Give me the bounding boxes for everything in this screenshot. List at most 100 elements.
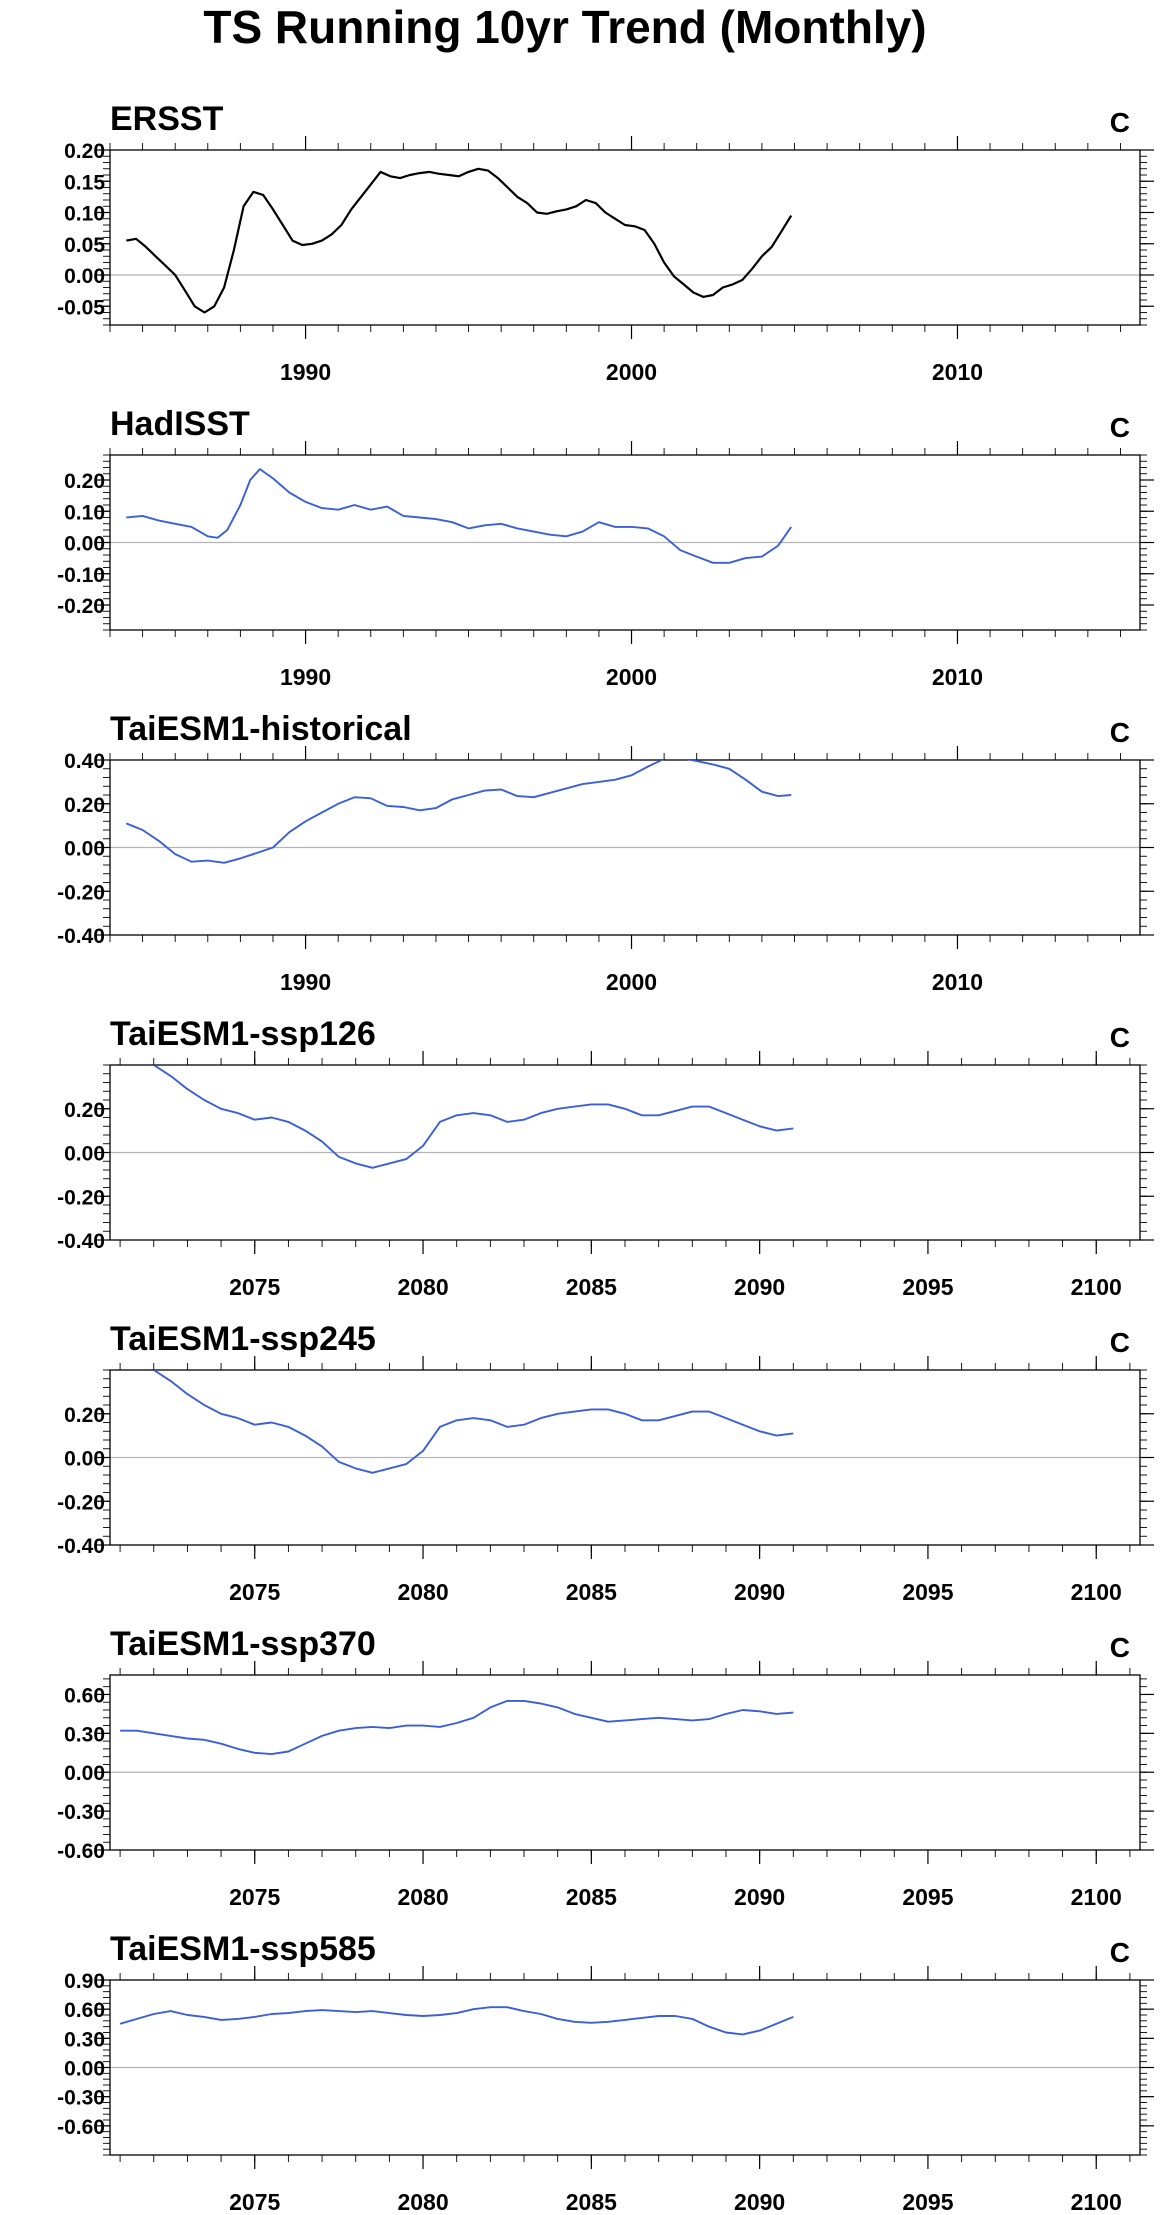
series-line <box>126 468 792 564</box>
y-tick-label: 0.00 <box>64 838 105 861</box>
panel-4: TaiESM1-ssp245 C -0.40 -0.20 0.00 0.20 2075 208… <box>57 1320 1154 1605</box>
y-tick-label: 0.60 <box>64 1999 105 2022</box>
y-tick-label: -0.60 <box>57 2116 105 2139</box>
x-tick-label: 2080 <box>397 2189 448 2215</box>
x-tick-label: 1990 <box>280 359 331 385</box>
x-tick-label: 2080 <box>397 1579 448 1605</box>
y-tick-label: -0.20 <box>57 1186 105 1209</box>
y-tick-label: -0.05 <box>57 296 105 319</box>
series-line <box>153 1065 794 1169</box>
y-tick-label: 0.00 <box>64 1448 105 1471</box>
y-tick-label: -0.30 <box>57 2087 105 2110</box>
panel-title: TaiESM1-ssp245 <box>110 1320 376 1358</box>
x-tick-label: 2100 <box>1071 1579 1122 1605</box>
y-tick-label: 0.15 <box>64 171 105 194</box>
x-tick-label: 2100 <box>1071 1884 1122 1910</box>
x-tick-label: 2010 <box>932 664 983 690</box>
series-line <box>120 1699 794 1756</box>
x-tick-label: 2075 <box>229 1274 280 1300</box>
y-tick-label: -0.40 <box>57 925 105 948</box>
panel-title: TaiESM1-ssp126 <box>110 1015 376 1053</box>
y-tick-label: 0.20 <box>64 1099 105 1122</box>
plot-frame <box>109 1674 1141 1851</box>
figure-title: TS Running 10yr Trend (Monthly) <box>203 1 926 53</box>
x-tick-label: 2100 <box>1071 1274 1122 1300</box>
x-tick-label: 2000 <box>606 359 657 385</box>
x-tick-label: 2090 <box>734 1274 785 1300</box>
panel-title: ERSST <box>110 100 224 138</box>
y-tick-label: 0.20 <box>64 1404 105 1427</box>
x-tick-label: 2085 <box>566 1274 617 1300</box>
panel-6: TaiESM1-ssp585 C -0.60 -0.30 0.00 0.30 0.60 0.9… <box>57 1930 1154 2215</box>
x-tick-label: 2095 <box>902 2189 953 2215</box>
units-label: C <box>1110 717 1130 748</box>
x-tick-label: 2080 <box>397 1274 448 1300</box>
y-tick-label: 0.20 <box>64 470 105 493</box>
y-tick-label: 0.10 <box>64 203 105 226</box>
panels: ERSST C -0.05 0.00 0.05 0.10 0.15 0.20 1990 2000 2… <box>57 100 1154 2215</box>
x-tick-label: 2080 <box>397 1884 448 1910</box>
y-tick-label: -0.10 <box>57 564 105 587</box>
x-tick-label: 2075 <box>229 2189 280 2215</box>
y-tick-label: 0.30 <box>64 2028 105 2051</box>
x-tick-label: 1990 <box>280 664 331 690</box>
y-tick-label: 0.00 <box>64 1143 105 1166</box>
x-tick-label: 2085 <box>566 1884 617 1910</box>
y-tick-label: 0.00 <box>64 265 105 288</box>
units-label: C <box>1110 1022 1130 1053</box>
y-tick-label: 0.10 <box>64 501 105 524</box>
units-label: C <box>1110 1327 1130 1358</box>
x-tick-label: 2085 <box>566 2189 617 2215</box>
x-tick-label: 2090 <box>734 1884 785 1910</box>
series-line <box>126 167 793 314</box>
y-tick-label: 0.20 <box>64 794 105 817</box>
x-tick-label: 2095 <box>902 1579 953 1605</box>
plot-frame <box>109 149 1141 326</box>
units-label: C <box>1110 412 1130 443</box>
y-tick-label: 0.05 <box>64 234 105 257</box>
panel-0: ERSST C -0.05 0.00 0.05 0.10 0.15 0.20 1990 2000 2… <box>57 100 1154 385</box>
panel-2: TaiESM1-historical C -0.40 -0.20 0.00 0.20 0.4… <box>57 710 1154 995</box>
y-tick-label: 0.30 <box>64 1723 105 1746</box>
x-tick-label: 2090 <box>734 2189 785 2215</box>
series-line <box>153 1370 794 1474</box>
x-tick-label: 2085 <box>566 1579 617 1605</box>
y-tick-label: 0.20 <box>64 140 105 163</box>
y-tick-label: -0.40 <box>57 1230 105 1253</box>
y-tick-label: 0.00 <box>64 2058 105 2081</box>
y-tick-label: -0.20 <box>57 595 105 618</box>
x-tick-label: 2100 <box>1071 2189 1122 2215</box>
series-line <box>119 2006 794 2036</box>
panel-1: HadISST C -0.20 -0.10 0.00 0.10 0.20 1990 2000 20… <box>57 405 1154 690</box>
y-tick-label: -0.30 <box>57 1801 105 1824</box>
panel-title: TaiESM1-ssp585 <box>110 1930 376 1968</box>
x-tick-label: 2010 <box>932 359 983 385</box>
panel-3: TaiESM1-ssp126 C -0.40 -0.20 0.00 0.20 2075 208… <box>57 1015 1154 1300</box>
y-tick-label: -0.20 <box>57 881 105 904</box>
y-tick-label: 0.60 <box>64 1684 105 1707</box>
y-tick-label: 0.00 <box>64 533 105 556</box>
x-tick-label: 2010 <box>932 969 983 995</box>
y-tick-label: -0.20 <box>57 1491 105 1514</box>
x-tick-label: 2090 <box>734 1579 785 1605</box>
y-tick-label: 0.00 <box>64 1762 105 1785</box>
x-tick-label: 2075 <box>229 1884 280 1910</box>
panel-5: TaiESM1-ssp370 C -0.60 -0.30 0.00 0.30 0.60 207… <box>57 1625 1154 1910</box>
units-label: C <box>1110 1632 1130 1663</box>
x-tick-label: 2095 <box>902 1884 953 1910</box>
x-tick-label: 2000 <box>606 969 657 995</box>
x-tick-label: 2095 <box>902 1274 953 1300</box>
y-tick-label: 0.40 <box>64 750 105 773</box>
x-tick-label: 1990 <box>280 969 331 995</box>
panel-title: TaiESM1-ssp370 <box>110 1625 376 1663</box>
panel-title: HadISST <box>110 405 250 443</box>
panel-title: TaiESM1-historical <box>110 710 412 748</box>
y-tick-label: -0.40 <box>57 1535 105 1558</box>
x-tick-label: 2000 <box>606 664 657 690</box>
y-tick-label: 0.90 <box>64 1970 105 1993</box>
series-line <box>125 760 792 864</box>
x-tick-label: 2075 <box>229 1579 280 1605</box>
units-label: C <box>1110 1937 1130 1968</box>
units-label: C <box>1110 107 1130 138</box>
